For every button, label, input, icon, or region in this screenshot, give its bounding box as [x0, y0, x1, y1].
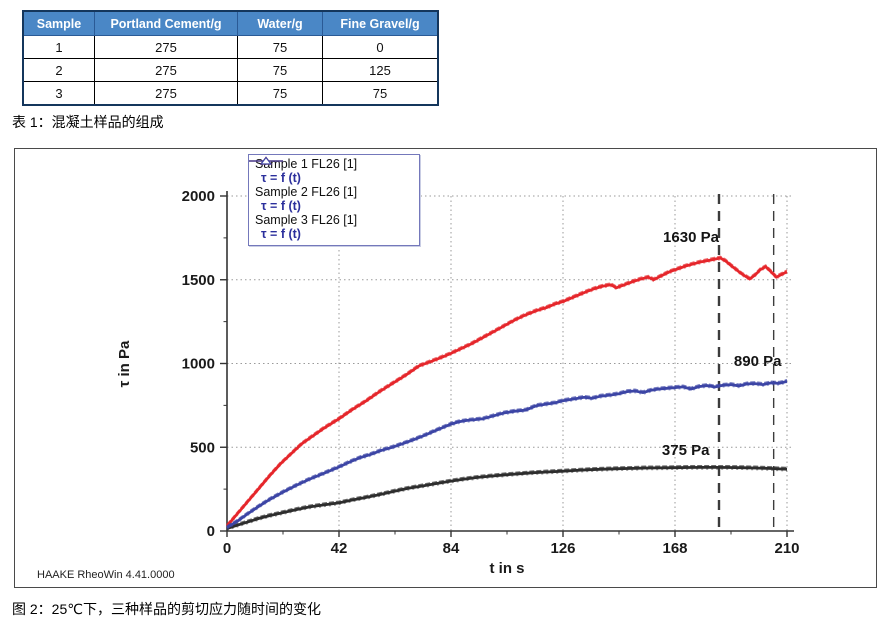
legend-formula: τ = f (t)	[261, 199, 301, 213]
table-cell: 75	[237, 81, 323, 106]
x-tick-label: 84	[443, 540, 460, 557]
value-annotation: 1630 Pa	[663, 229, 720, 246]
x-tick-label: 126	[550, 540, 575, 557]
legend-series-name: Sample 3 FL26 [1]	[255, 213, 358, 227]
table-cell: 275	[94, 58, 238, 82]
x-axis-title: t in s	[489, 560, 524, 577]
series-line-2	[225, 256, 788, 527]
table-row: 2 275 75 125	[22, 58, 439, 82]
table-cell: 2	[22, 58, 95, 82]
table-header-row: Sample Portland Cement/g Water/g Fine Gr…	[22, 10, 439, 36]
table-row: 1 275 75 0	[22, 35, 439, 59]
figure-box: 0 42 84 126 168 210 0 500 1000 1500 2000 τ in Pa t i…	[14, 148, 877, 588]
software-version-label: HAAKE RheoWin 4.41.0000	[37, 569, 175, 581]
table-cell: 1	[22, 35, 95, 59]
legend-series-entry: τ = f (t)	[249, 156, 413, 185]
legend-formula: τ = f (t)	[261, 171, 301, 185]
header-cement: Portland Cement/g	[94, 10, 238, 36]
shear-stress-chart: 0 42 84 126 168 210 0 500 1000 1500 2000 τ in Pa t i…	[116, 188, 800, 577]
series-line-hatch-3	[226, 382, 788, 530]
table-caption: 表 1：混凝土样品的组成	[12, 114, 164, 130]
header-sample: Sample	[22, 10, 95, 36]
series-line-hatch-1	[226, 468, 788, 531]
x-tick-label: 42	[331, 540, 348, 557]
legend-series-entry: τ = f (t)	[249, 156, 413, 213]
y-tick-label: 0	[207, 523, 215, 540]
series-line-hatch-1	[226, 464, 788, 528]
table-cell: 125	[322, 58, 439, 82]
table-cell: 0	[322, 35, 439, 59]
table-cell: 75	[237, 35, 323, 59]
legend-marker-icon	[249, 156, 283, 165]
table-row: 3 275 75 75	[22, 81, 439, 106]
y-axis-title: τ in Pa	[116, 340, 133, 387]
composition-table: Sample Portland Cement/g Water/g Fine Gr…	[22, 10, 439, 106]
series-line-hatch-2	[226, 255, 788, 525]
header-water: Water/g	[237, 10, 323, 36]
value-annotation: 890 Pa	[734, 353, 782, 370]
table-cell: 275	[94, 81, 238, 106]
table-cell: 275	[94, 35, 238, 59]
chart-legend: Sample 1 FL26 [1] τ = f (t) Sample 2 FL26 …	[248, 154, 420, 246]
series-line-hatch-3	[226, 378, 788, 527]
table-cell: 75	[322, 81, 439, 106]
y-tick-label: 500	[190, 439, 215, 456]
value-annotation: 375 Pa	[662, 442, 710, 459]
y-tick-label: 1000	[182, 356, 215, 373]
y-tick-label: 2000	[182, 188, 215, 205]
legend-series-name: Sample 2 FL26 [1]	[255, 185, 358, 199]
table-cell: 3	[22, 81, 95, 106]
x-tick-label: 0	[223, 540, 231, 557]
series-line-3	[226, 380, 788, 529]
x-tick-label: 210	[774, 540, 799, 557]
figure-caption: 图 2：25℃下，三种样品的剪切应力随时间的变化	[12, 601, 321, 617]
header-gravel: Fine Gravel/g	[322, 10, 439, 36]
y-tick-label: 1500	[182, 272, 215, 289]
series-line-1	[226, 465, 788, 530]
series-line-hatch-2	[226, 259, 788, 529]
legend-formula: τ = f (t)	[261, 227, 301, 241]
x-tick-label: 168	[662, 540, 687, 557]
legend-series-entry: τ = f (t)	[249, 156, 413, 241]
table-cell: 75	[237, 58, 323, 82]
